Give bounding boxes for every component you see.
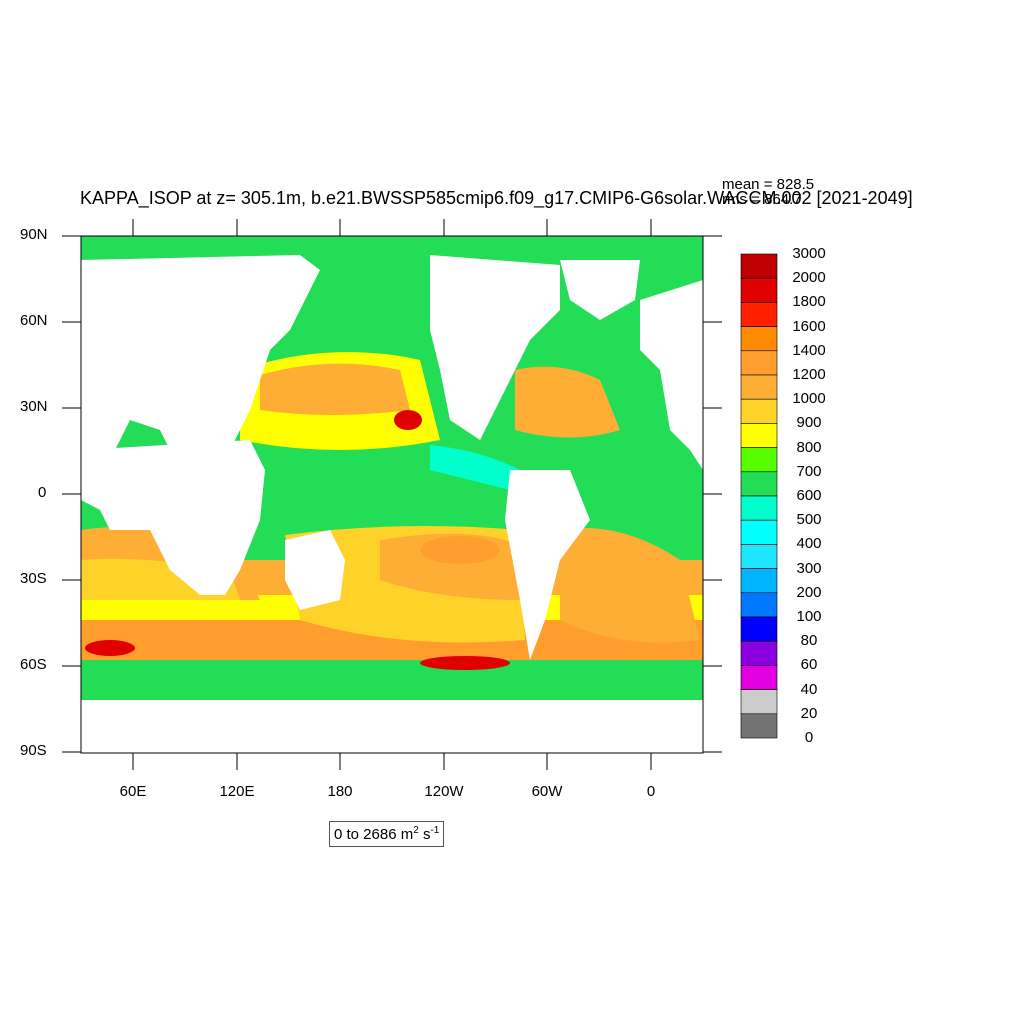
- rms-stat: rms = 864.7: [722, 191, 802, 208]
- colorbar-swatch: [740, 423, 778, 448]
- south-america: [505, 470, 590, 660]
- lat-label-90s: 90S: [20, 742, 47, 759]
- npacific-gyre-inner: [260, 363, 410, 415]
- lat-label-30n: 30N: [20, 398, 48, 415]
- lon-label-180: 180: [327, 783, 353, 800]
- africa: [81, 440, 265, 595]
- asia: [81, 255, 320, 500]
- colorbar-tick-label: 20: [800, 704, 818, 722]
- colorbar-tick-label: 2000: [792, 269, 826, 287]
- colorbar-swatch: [740, 253, 778, 279]
- lat-label-0: 0: [38, 484, 47, 501]
- colorbar-tick-label: 600: [796, 487, 822, 504]
- colorbar-tick-label: 100: [796, 608, 822, 625]
- lat-label-60n: 60N: [20, 312, 48, 329]
- colorbar-swatch: [740, 616, 778, 642]
- range-sup-2: -1: [430, 825, 440, 836]
- colorbar-tick-label: 900: [796, 414, 822, 432]
- colorbar-tick-label: 700: [796, 462, 822, 480]
- colorbar-tick-label: 400: [796, 535, 822, 553]
- colorbar-swatch: [740, 592, 778, 618]
- range-mid: s: [418, 826, 431, 843]
- north-america: [430, 255, 560, 440]
- colorbar-tick-label: 1600: [792, 317, 826, 335]
- colorbar-swatch: [740, 544, 778, 569]
- range-label: 0 to 2686 m2 s-1: [329, 821, 445, 847]
- colorbar-tick-label: 1200: [792, 366, 826, 383]
- antarctica: [81, 700, 703, 753]
- lat-ticks: [62, 235, 722, 753]
- colorbar-swatch: [740, 471, 778, 497]
- land: [81, 255, 703, 753]
- lon-ticks: [132, 219, 652, 770]
- natlantic-gyre: [515, 366, 620, 438]
- lat-label-30s: 30S: [20, 570, 47, 587]
- mean-stat: mean = 828.5: [722, 176, 815, 193]
- indian-acc-hotspot: [85, 640, 135, 656]
- colorbar-swatch: [740, 495, 778, 521]
- plot-title: KAPPA_ISOP at z= 305.1m, b.e21.BWSSP585c…: [80, 188, 913, 208]
- colorbar-swatch: [740, 374, 778, 400]
- lon-label-60e: 60E: [119, 783, 147, 800]
- equatorial-pacific: [430, 445, 520, 490]
- colorbar-swatch: [740, 689, 778, 715]
- colorbar: [740, 253, 778, 739]
- europe-africa-east: [640, 280, 703, 470]
- spacific-core: [420, 536, 500, 564]
- arctic-band: [81, 236, 703, 256]
- colorbar-swatch: [740, 713, 778, 739]
- lon-label-0: 0: [646, 783, 656, 800]
- colorbar-tick-label: 800: [796, 438, 822, 456]
- colorbar-swatch: [740, 302, 778, 327]
- colorbar-tick-label: 80: [800, 632, 818, 650]
- pacific-acc-hotspot: [420, 656, 510, 670]
- lat-label-90n: 90N: [20, 226, 48, 243]
- map-field: [81, 236, 703, 753]
- lon-label-120w: 120W: [424, 783, 464, 800]
- greenland: [560, 260, 640, 320]
- colorbar-swatch: [740, 447, 778, 473]
- colorbar-tick-label: 40: [800, 680, 818, 698]
- colorbar-swatch: [740, 326, 778, 352]
- colorbar-tick-label: 300: [796, 559, 822, 577]
- colorbar-swatch: [740, 568, 778, 594]
- colorbar-tick-label: 200: [796, 583, 822, 601]
- colorbar-tick-label: 0: [804, 729, 814, 746]
- npacific-core: [394, 410, 422, 430]
- satlantic-gyre: [560, 528, 700, 643]
- colorbar-tick-label: 1800: [792, 293, 826, 311]
- range-text: 0 to 2686 m: [334, 826, 414, 843]
- lat-label-60s: 60S: [20, 656, 47, 673]
- colorbar-tick-label: 500: [796, 511, 822, 529]
- lon-label-120e: 120E: [219, 783, 255, 800]
- australia: [285, 530, 345, 610]
- antarctic-green: [81, 660, 703, 700]
- colorbar-tick-label: 1400: [792, 341, 826, 359]
- colorbar-swatch: [740, 398, 778, 424]
- colorbar-swatch: [740, 665, 778, 690]
- colorbar-swatch: [740, 640, 778, 666]
- lon-label-60w: 60W: [531, 783, 563, 800]
- stats-box: mean = 828.5 rms = 864.7: [722, 177, 814, 207]
- colorbar-tick-label: 1000: [792, 390, 826, 408]
- colorbar-swatch: [740, 350, 778, 376]
- colorbar-tick-label: 3000: [792, 245, 826, 262]
- colorbar-tick-label: 60: [800, 656, 818, 674]
- range-sup-1: 2: [413, 825, 419, 836]
- colorbar-swatch: [740, 519, 778, 545]
- colorbar-swatch: [740, 277, 778, 303]
